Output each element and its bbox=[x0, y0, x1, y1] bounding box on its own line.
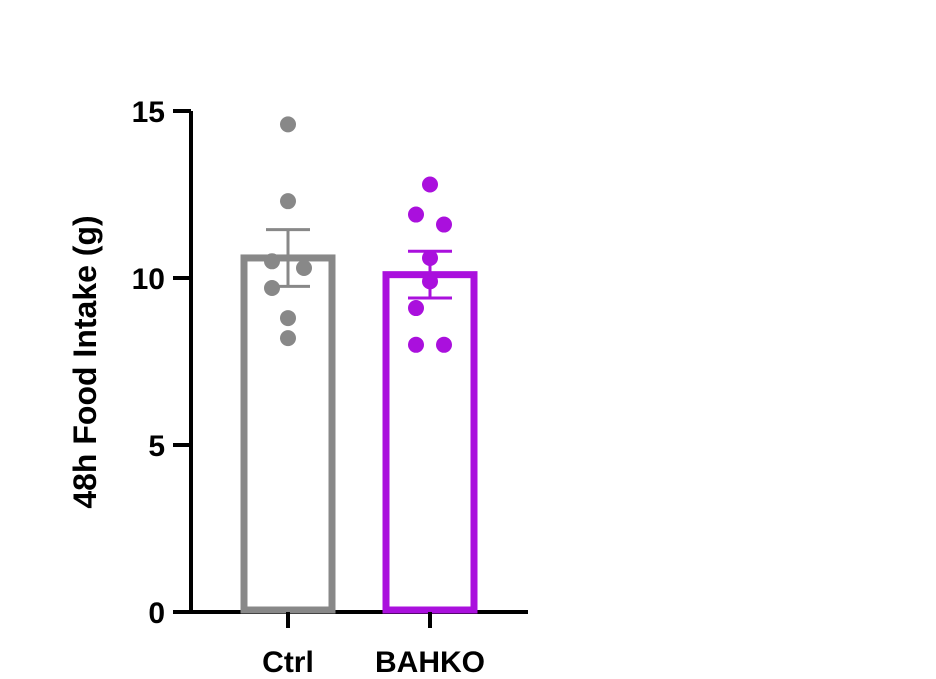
data-point-bahko bbox=[422, 249, 438, 266]
data-point-bahko bbox=[408, 206, 424, 223]
bars bbox=[240, 254, 478, 614]
y-tick-label: 10 bbox=[132, 263, 165, 296]
y-axis-title: 48h Food Intake (g) bbox=[67, 215, 103, 508]
x-tick-label-bahko: BAHKO bbox=[375, 646, 485, 679]
data-point-bahko bbox=[422, 176, 438, 193]
data-point-bahko bbox=[436, 336, 452, 353]
data-point-ctrl bbox=[280, 330, 296, 347]
bar-bahko bbox=[382, 271, 478, 614]
data-point-bahko bbox=[408, 300, 424, 317]
data-point-ctrl bbox=[264, 280, 280, 297]
error-bars bbox=[266, 228, 452, 300]
y-tick-label: 0 bbox=[148, 597, 165, 630]
data-point-bahko bbox=[422, 273, 438, 290]
data-point-bahko bbox=[436, 216, 452, 233]
data-points bbox=[264, 116, 452, 353]
x-tick-label-ctrl: Ctrl bbox=[262, 646, 314, 679]
data-point-ctrl bbox=[280, 116, 296, 133]
data-point-ctrl bbox=[280, 310, 296, 327]
y-tick-label: 15 bbox=[132, 96, 165, 129]
data-point-ctrl bbox=[264, 253, 280, 270]
data-point-ctrl bbox=[296, 259, 312, 276]
y-tick-label: 5 bbox=[148, 430, 165, 463]
data-point-ctrl bbox=[280, 193, 296, 210]
data-point-bahko bbox=[408, 336, 424, 353]
y-ticks: 0 5 10 15 bbox=[132, 96, 191, 630]
x-ticks: Ctrl BAHKO bbox=[262, 612, 485, 679]
